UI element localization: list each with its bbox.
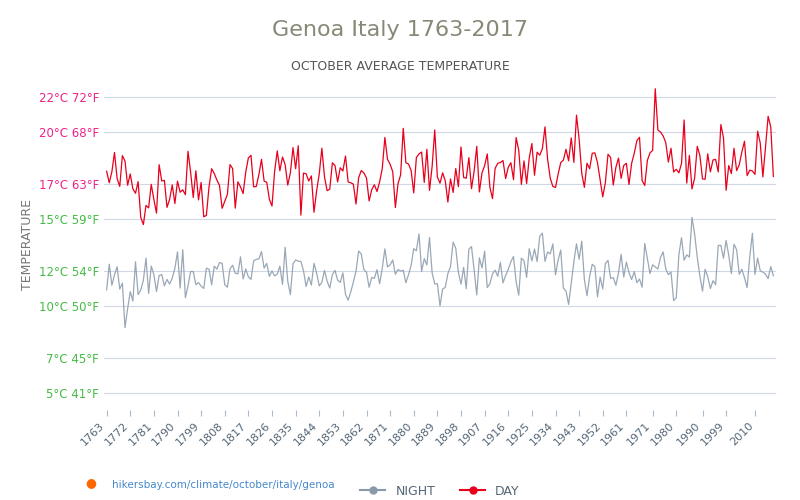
Text: OCTOBER AVERAGE TEMPERATURE: OCTOBER AVERAGE TEMPERATURE (290, 60, 510, 73)
Text: ●: ● (86, 476, 97, 489)
Text: Genoa Italy 1763-2017: Genoa Italy 1763-2017 (272, 20, 528, 40)
Legend: NIGHT, DAY: NIGHT, DAY (355, 480, 525, 500)
Text: hikersbay.com/climate/october/italy/genoa: hikersbay.com/climate/october/italy/geno… (112, 480, 334, 490)
Y-axis label: TEMPERATURE: TEMPERATURE (21, 200, 34, 290)
